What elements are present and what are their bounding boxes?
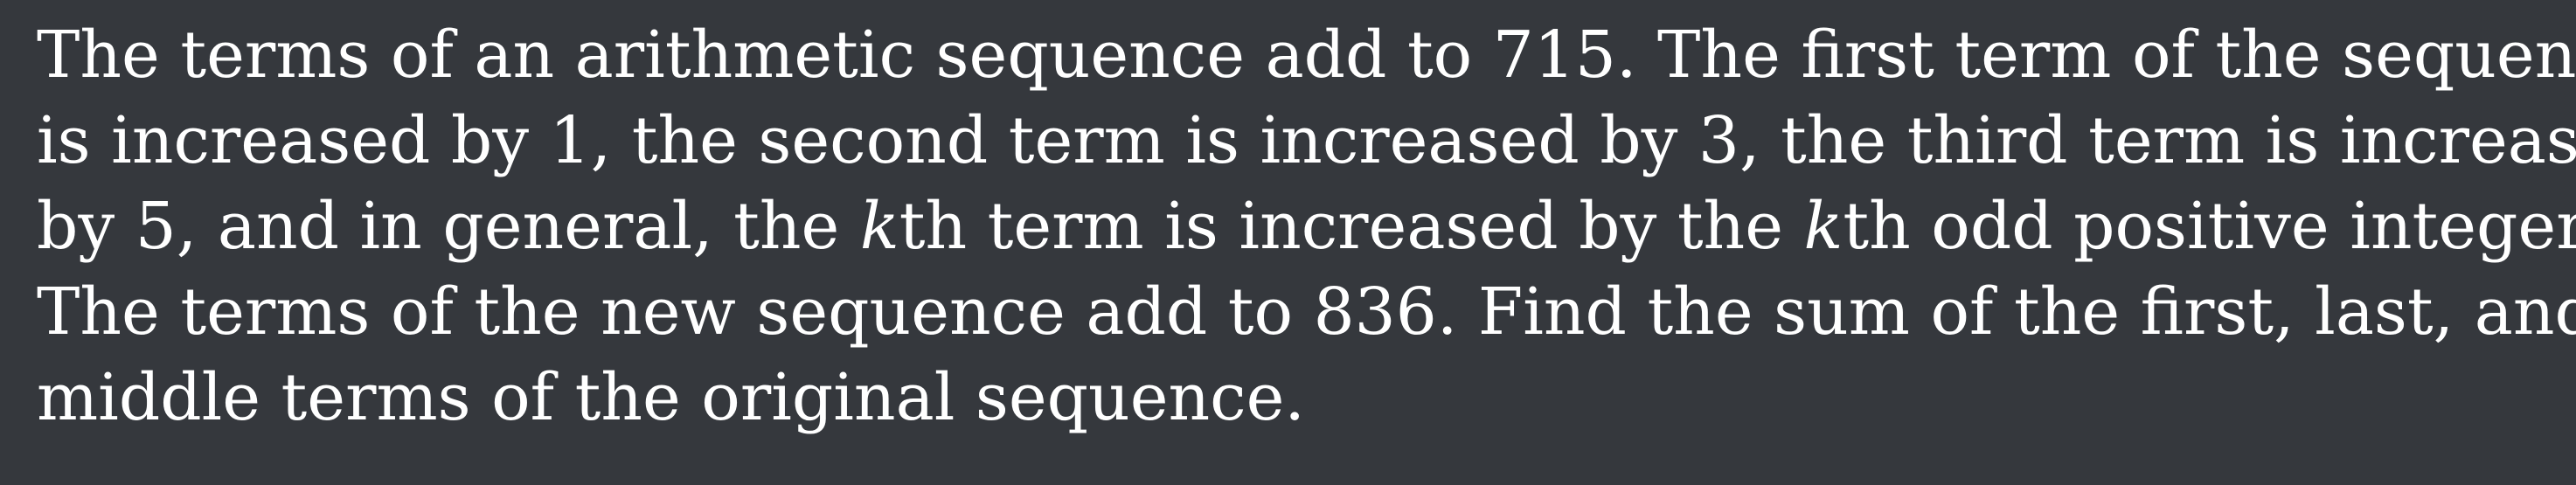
variable-k: k bbox=[859, 189, 899, 264]
problem-line-2: is increased by 1, the second term is in… bbox=[37, 103, 2576, 178]
problem-line-3-part-b: th term is increased by the bbox=[899, 189, 1804, 264]
variable-k: k bbox=[1803, 189, 1843, 264]
problem-line-1: The terms of an arithmetic sequence add … bbox=[37, 17, 2576, 93]
problem-line-3-part-a: by 5, and in general, the bbox=[37, 189, 860, 264]
problem-text: The terms of an arithmetic sequence add … bbox=[37, 12, 2576, 440]
problem-line-5: middle terms of the original sequence. bbox=[37, 360, 1305, 435]
problem-line-4: The terms of the new sequence add to 836… bbox=[37, 274, 2576, 350]
problem-line-3-part-c: th odd positive integer. bbox=[1843, 189, 2576, 264]
problem-line-3: by 5, and in general, the kth term is in… bbox=[37, 184, 2576, 269]
